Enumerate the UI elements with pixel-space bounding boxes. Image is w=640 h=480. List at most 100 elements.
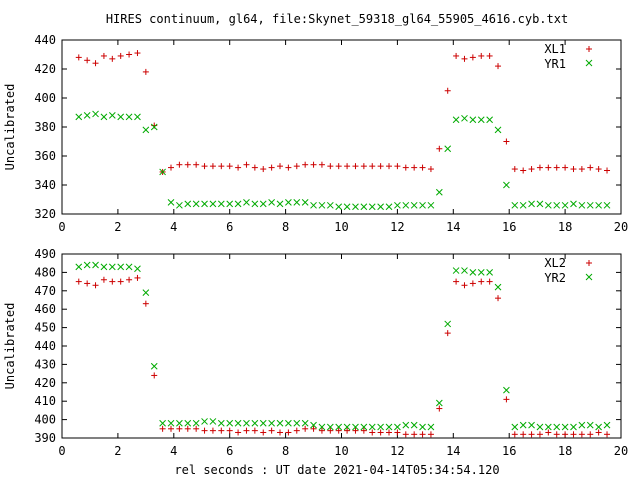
data-point-xl1 <box>92 60 99 67</box>
y-tick-label: 360 <box>34 149 56 163</box>
data-point-yr2 <box>469 269 477 276</box>
data-point-yr1 <box>335 203 343 211</box>
data-point-yr2 <box>142 289 150 296</box>
data-point-xl1 <box>251 164 258 171</box>
data-point-xl2 <box>444 330 451 337</box>
data-point-yr2 <box>536 423 544 431</box>
data-point-xl2 <box>84 280 91 287</box>
data-point-yr1 <box>326 201 334 209</box>
x-tick-label: 14 <box>446 220 460 234</box>
x-tick-label: 6 <box>226 444 233 458</box>
bottom-legend: XL2 YR2 <box>544 256 593 285</box>
data-point-yr2 <box>595 423 602 431</box>
data-point-xl1 <box>318 161 325 168</box>
x-tick-label: 12 <box>390 444 404 458</box>
data-point-yr1 <box>293 199 301 206</box>
data-point-xl1 <box>243 161 250 168</box>
data-point-xl1 <box>260 166 267 173</box>
bottom-panel: Uncalibrated 0 2 4 6 8 10 12 14 16 18 20 390 400 410 4… <box>3 247 628 458</box>
data-point-xl1 <box>469 54 476 61</box>
data-point-yr1 <box>561 201 569 209</box>
data-point-yr2 <box>108 263 116 271</box>
data-point-yr1 <box>234 200 242 208</box>
data-point-xl1 <box>570 166 577 173</box>
data-point-yr2 <box>209 418 217 425</box>
data-point-xl2 <box>184 425 191 432</box>
data-point-yr1 <box>83 112 91 119</box>
data-point-xl1 <box>344 163 351 170</box>
data-point-xl1 <box>176 161 183 168</box>
data-point-yr1 <box>461 114 468 122</box>
data-point-xl2 <box>386 429 393 436</box>
top-panel: Uncalibrated 0 2 4 6 8 10 12 14 16 18 20 320 340 360 3… <box>3 33 628 234</box>
data-point-yr1 <box>301 199 309 206</box>
data-point-yr2 <box>385 423 393 431</box>
data-point-xl1 <box>419 164 426 171</box>
data-point-yr1 <box>259 200 267 208</box>
data-point-xl1 <box>126 51 133 58</box>
bottom-data-points <box>75 261 611 438</box>
data-point-xl2 <box>411 431 418 438</box>
data-point-yr1 <box>544 201 552 209</box>
data-point-yr2 <box>477 269 485 276</box>
data-point-xl2 <box>126 276 133 283</box>
data-point-yr1 <box>310 201 317 209</box>
data-point-yr2 <box>167 419 175 427</box>
data-point-xl1 <box>327 163 334 170</box>
bottom-y-axis-label: Uncalibrated <box>3 303 17 390</box>
data-point-yr1 <box>125 113 133 121</box>
data-point-yr1 <box>352 203 359 211</box>
data-point-xl1 <box>235 164 242 171</box>
legend-marker-xl2 <box>586 260 592 266</box>
data-point-yr2 <box>419 423 426 431</box>
top-legend: XL1 YR1 <box>544 42 593 71</box>
data-point-xl2 <box>75 278 82 285</box>
data-point-xl2 <box>562 431 569 438</box>
data-point-yr2 <box>435 399 443 407</box>
data-point-xl1 <box>520 167 527 174</box>
data-point-xl2 <box>168 425 175 432</box>
x-tick-label: 20 <box>614 220 628 234</box>
data-point-xl1 <box>184 161 191 168</box>
data-point-yr1 <box>586 201 594 209</box>
x-tick-label: 0 <box>58 220 65 234</box>
data-point-xl2 <box>528 431 535 438</box>
top-y-axis-label: Uncalibrated <box>3 84 17 171</box>
y-tick-label: 440 <box>34 33 56 47</box>
data-point-xl1 <box>394 163 401 170</box>
data-point-xl2 <box>92 282 99 289</box>
y-tick-label: 320 <box>34 207 56 221</box>
data-point-yr2 <box>251 419 259 427</box>
data-point-yr2 <box>427 423 435 431</box>
data-point-yr2 <box>486 269 493 276</box>
y-tick-label: 400 <box>34 413 56 427</box>
data-point-yr1 <box>251 200 259 208</box>
data-point-yr2 <box>494 283 502 291</box>
data-point-yr1 <box>511 201 519 209</box>
data-point-yr1 <box>452 116 460 124</box>
data-point-xl2 <box>293 427 300 434</box>
data-point-xl1 <box>461 55 468 62</box>
data-point-xl2 <box>109 278 116 285</box>
data-point-xl1 <box>587 164 594 171</box>
data-point-xl1 <box>436 145 443 152</box>
legend-label-xl1: XL1 <box>544 42 566 56</box>
data-point-yr2 <box>352 423 359 431</box>
data-point-yr2 <box>293 419 301 427</box>
data-point-yr1 <box>368 203 376 211</box>
data-point-yr1 <box>226 200 234 208</box>
data-point-xl2 <box>142 300 149 307</box>
data-point-yr2 <box>368 423 376 431</box>
data-point-xl2 <box>302 425 309 432</box>
data-point-xl1 <box>427 166 434 173</box>
data-point-yr2 <box>410 421 418 429</box>
legend-marker-yr1 <box>585 59 593 67</box>
data-point-xl2 <box>545 429 552 436</box>
data-point-xl1 <box>536 164 543 171</box>
data-point-xl2 <box>604 431 611 438</box>
x-tick-label: 6 <box>226 220 233 234</box>
data-point-yr1 <box>528 200 535 208</box>
x-tick-label: 10 <box>334 444 348 458</box>
x-tick-label: 0 <box>58 444 65 458</box>
data-point-xl2 <box>503 396 510 403</box>
